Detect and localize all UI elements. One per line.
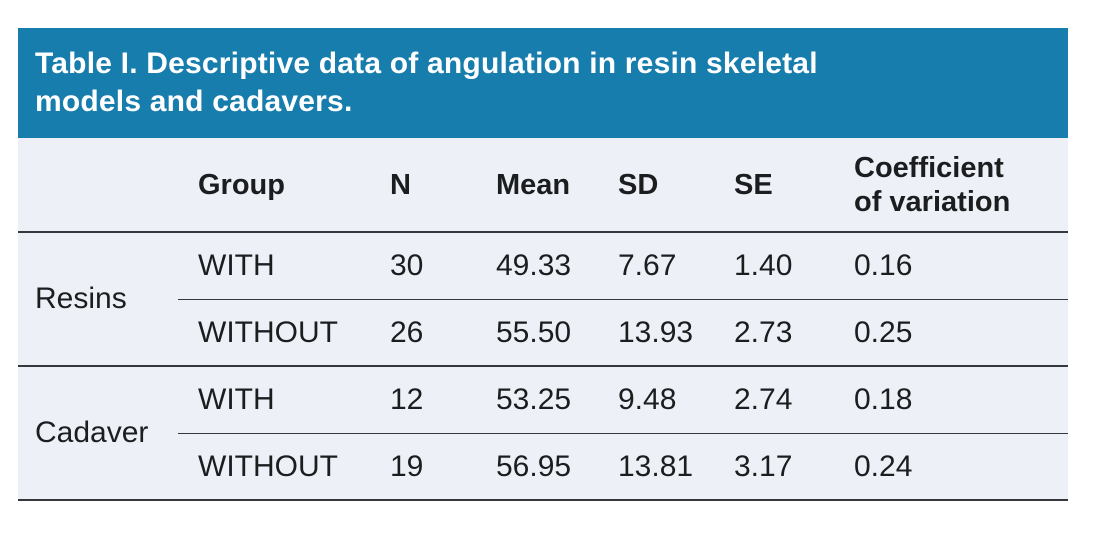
column-header-group: Group <box>198 168 285 201</box>
table-row: WITH 30 49.33 7.67 1.40 0.16 <box>178 233 1068 299</box>
cell-n: 12 <box>390 383 424 416</box>
group-cadaver: Cadaver WITH 12 53.25 9.48 2.74 0.18 WIT… <box>18 367 1068 501</box>
table-row: WITHOUT 26 55.50 13.93 2.73 0.25 <box>178 299 1068 365</box>
cell-cv: 0.24 <box>854 449 913 483</box>
cell-group: WITHOUT <box>198 315 338 349</box>
column-header-n: N <box>390 168 411 201</box>
column-header-coefficient-of-variation: Coefficient of variation <box>854 151 1011 218</box>
cell-se: 2.73 <box>734 315 793 349</box>
descriptive-data-table: Table I. Descriptive data of angulation … <box>18 28 1068 501</box>
cell-se: 3.17 <box>734 449 793 483</box>
cell-mean: 53.25 <box>496 383 572 416</box>
cell-cv: 0.25 <box>854 315 913 349</box>
cell-n: 30 <box>390 249 424 282</box>
cell-sd: 13.81 <box>618 449 694 483</box>
cell-mean: 55.50 <box>496 315 572 349</box>
cell-sd: 13.93 <box>618 315 694 349</box>
group-resins: Resins WITH 30 49.33 7.67 1.40 0.16 WITH… <box>18 233 1068 367</box>
cell-mean: 56.95 <box>496 449 572 483</box>
cell-group: WITH <box>198 249 275 282</box>
cell-n: 26 <box>390 315 424 349</box>
column-header-sd: SD <box>618 168 659 201</box>
group-label-cadaver: Cadaver <box>35 416 149 449</box>
cell-sd: 7.67 <box>618 249 677 282</box>
cell-n: 19 <box>390 449 424 483</box>
cell-cv: 0.18 <box>854 383 913 416</box>
cell-se: 1.40 <box>734 249 793 282</box>
table-title: Table I. Descriptive data of angulation … <box>18 28 1068 138</box>
table-row: WITHOUT 19 56.95 13.81 3.17 0.24 <box>178 433 1068 499</box>
cell-mean: 49.33 <box>496 249 572 282</box>
cell-se: 2.74 <box>734 383 793 416</box>
column-header-row: Group N Mean SD SE Coefficient of variat… <box>18 138 1068 233</box>
column-header-se: SE <box>734 168 773 201</box>
table-row: WITH 12 53.25 9.48 2.74 0.18 <box>178 367 1068 433</box>
table-body: Group N Mean SD SE Coefficient of variat… <box>18 138 1068 501</box>
cell-cv: 0.16 <box>854 249 913 282</box>
cell-sd: 9.48 <box>618 383 677 416</box>
column-header-mean: Mean <box>496 168 571 201</box>
cell-group: WITHOUT <box>198 449 338 483</box>
cell-group: WITH <box>198 383 275 416</box>
group-label-resins: Resins <box>35 282 127 315</box>
